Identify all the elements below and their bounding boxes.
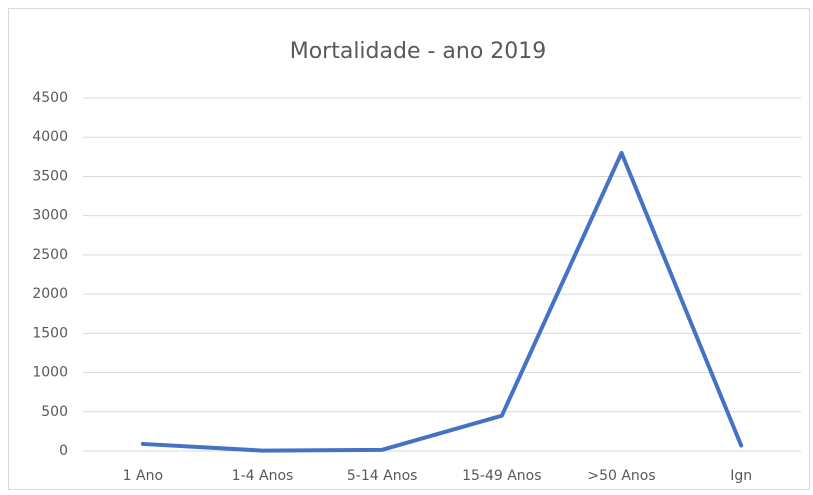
y-tick-label: 3500 [32, 168, 68, 184]
x-tick-label: 5-14 Anos [347, 468, 418, 484]
x-tick-label: 1-4 Anos [232, 468, 294, 484]
line [140, 150, 744, 453]
y-tick-label: 500 [41, 404, 68, 420]
y-tick-label: 1000 [32, 365, 68, 381]
y-tick-label: 2000 [32, 286, 68, 302]
y-tick-label: 0 [59, 443, 68, 459]
y-tick-label: 3000 [32, 208, 68, 224]
x-tick-label: 1 Ano [123, 468, 163, 484]
y-tick-label: 4500 [32, 90, 68, 106]
chart-title: Mortalidade - ano 2019 [290, 39, 547, 64]
y-tick-label: 1500 [32, 325, 68, 341]
x-tick-label: 15-49 Anos [462, 468, 541, 484]
x-tick-label: >50 Anos [587, 468, 655, 484]
y-tick-label: 2500 [32, 247, 68, 263]
y-tick-label: 4000 [32, 129, 68, 145]
x-tick-label: Ign [730, 468, 752, 484]
chart-border [8, 8, 810, 490]
